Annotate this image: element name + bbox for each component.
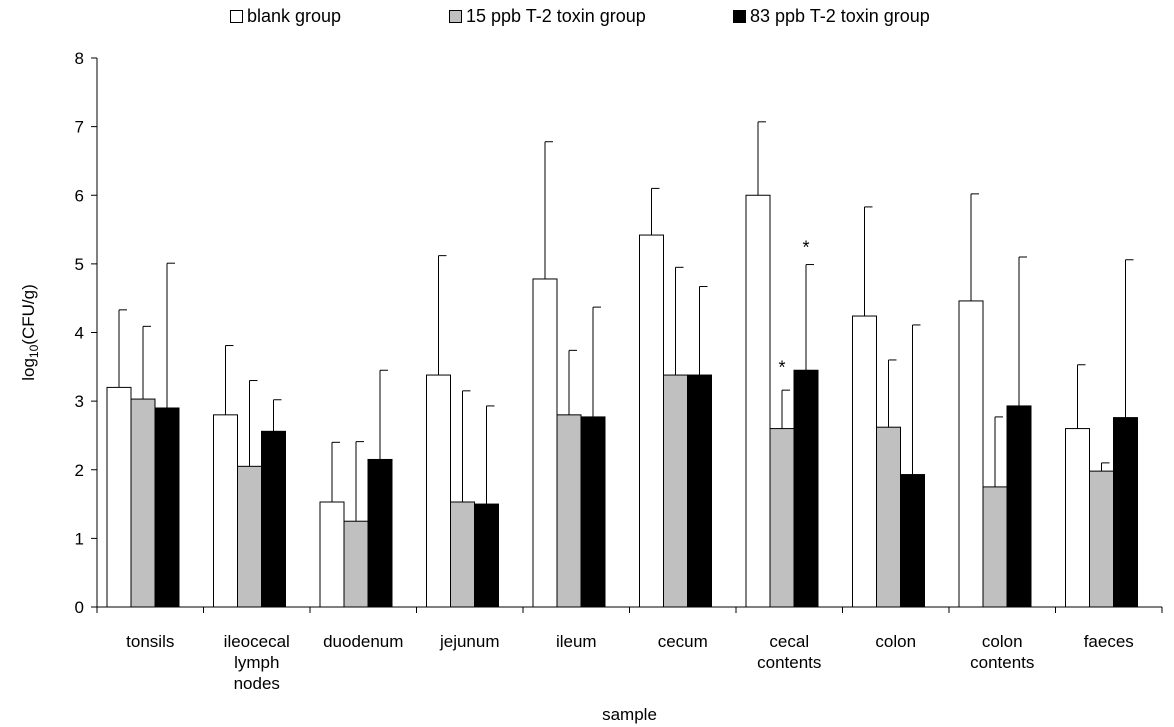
bar xyxy=(213,414,238,608)
bar xyxy=(1006,405,1032,608)
legend-swatch-83ppb xyxy=(733,10,746,23)
x-tick-label: cecal contents xyxy=(757,632,821,672)
y-tick-label: 8 xyxy=(75,49,84,68)
bar xyxy=(1113,417,1138,608)
bar xyxy=(237,465,262,608)
bar xyxy=(426,374,451,608)
y-tick-label: 5 xyxy=(75,255,84,274)
bar xyxy=(474,503,499,608)
legend-swatch-blank xyxy=(230,10,243,23)
significance-marker: * xyxy=(802,237,809,257)
bar xyxy=(580,416,606,608)
x-tick-label: cecum xyxy=(658,632,708,651)
bar xyxy=(450,501,475,608)
bar xyxy=(900,474,925,608)
bar xyxy=(130,398,156,608)
x-tick-label: ileocecal lymph nodes xyxy=(224,632,290,693)
bar xyxy=(958,300,984,608)
bar xyxy=(745,194,771,608)
legend-label-15ppb: 15 ppb T-2 toxin group xyxy=(466,6,646,26)
plot-area: 0 1 2 3 4 5 6 7 8 * * tonsils ileocecal lymph nodes duo… xyxy=(19,49,1163,724)
bar xyxy=(687,374,712,608)
y-axis-title: log10(CFU/g) xyxy=(19,284,41,381)
legend-item-83ppb-group: 83 ppb T-2 toxin group xyxy=(733,6,930,27)
bar xyxy=(319,501,345,608)
bar xyxy=(106,386,132,608)
bar xyxy=(261,430,286,608)
x-tick-label: jejunum xyxy=(439,632,500,651)
x-tick-label: colon contents xyxy=(970,632,1034,672)
y-tick-label: 7 xyxy=(75,118,84,137)
legend-item-blank-group: blank group xyxy=(230,6,341,27)
significance-marker: * xyxy=(778,357,785,377)
bar xyxy=(639,234,664,608)
bar xyxy=(154,407,180,608)
bar xyxy=(793,369,819,608)
x-axis-title: sample xyxy=(602,705,657,724)
x-tick-label: tonsils xyxy=(126,632,174,651)
bar xyxy=(1089,470,1114,608)
y-tick-label: 4 xyxy=(75,324,84,343)
bar xyxy=(1065,428,1090,608)
y-tick-label: 2 xyxy=(75,461,84,480)
y-tick-label: 6 xyxy=(75,186,84,205)
bar xyxy=(663,374,688,608)
bar xyxy=(982,486,1008,608)
y-tick-label: 3 xyxy=(75,392,84,411)
x-tick-label: faeces xyxy=(1084,632,1134,651)
x-tick-label: ileum xyxy=(556,632,597,651)
legend-item-15ppb-group: 15 ppb T-2 toxin group xyxy=(449,6,646,27)
legend-swatch-15ppb xyxy=(449,10,462,23)
x-tick-label: duodenum xyxy=(323,632,403,651)
y-tick-label: 0 xyxy=(75,598,84,617)
legend-label-83ppb: 83 ppb T-2 toxin group xyxy=(750,6,930,26)
bar xyxy=(532,278,558,608)
legend-label-blank: blank group xyxy=(247,6,342,26)
bar xyxy=(876,426,901,608)
bar xyxy=(367,458,393,608)
bar xyxy=(852,315,877,608)
bar xyxy=(556,414,582,608)
bar xyxy=(769,428,795,608)
x-tick-label: colon xyxy=(875,632,916,651)
chart-legend: blank group 15 ppb T-2 toxin group 83 pp… xyxy=(0,6,1174,30)
bar xyxy=(343,520,369,608)
y-tick-label: 1 xyxy=(75,529,84,548)
